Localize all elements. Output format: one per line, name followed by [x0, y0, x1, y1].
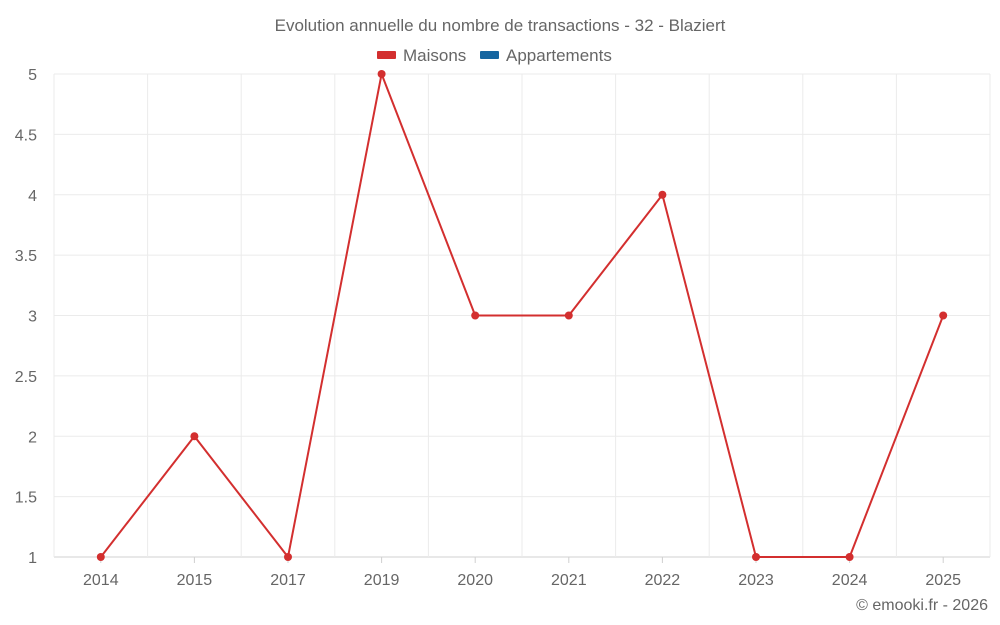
- y-tick-label: 5: [28, 67, 37, 84]
- legend-swatch-appartements[interactable]: [480, 51, 499, 59]
- data-point[interactable]: [471, 311, 480, 320]
- y-tick-label: 1.5: [15, 490, 37, 507]
- credit-text: © emooki.fr - 2026: [856, 597, 988, 614]
- y-tick-label: 2: [28, 429, 37, 446]
- data-point[interactable]: [752, 553, 760, 561]
- x-tick-label: 2015: [177, 572, 213, 589]
- legend: Maisons Appartements: [377, 46, 612, 65]
- data-point[interactable]: [939, 311, 948, 320]
- series-lines: [100, 73, 945, 558]
- data-point[interactable]: [845, 553, 854, 561]
- x-tick-label: 2025: [925, 572, 961, 589]
- x-tick-label: 2014: [83, 572, 119, 589]
- y-tick-label: 3.5: [15, 248, 37, 265]
- x-tick-label: 2023: [738, 572, 774, 589]
- data-point[interactable]: [284, 553, 292, 561]
- x-tick-label: 2024: [832, 572, 868, 589]
- data-point[interactable]: [96, 553, 105, 561]
- legend-label-maisons[interactable]: Maisons: [403, 46, 466, 65]
- legend-label-appartements[interactable]: Appartements: [506, 46, 612, 65]
- x-tick-label: 2019: [364, 572, 400, 589]
- series-line-maisons: [100, 73, 945, 558]
- y-tick-label: 3: [28, 309, 37, 326]
- y-tick-label: 2.5: [15, 369, 37, 386]
- data-point[interactable]: [564, 311, 573, 320]
- x-axis-labels: 2014 2015 2017 2019 2020 2021 2022 2023 2024 2025: [83, 557, 961, 589]
- y-tick-label: 1: [28, 550, 37, 567]
- x-tick-label: 2017: [270, 572, 306, 589]
- chart-title: Evolution annuelle du nombre de transact…: [275, 16, 726, 35]
- x-tick-label: 2020: [457, 572, 493, 589]
- x-tick-label: 2021: [551, 572, 587, 589]
- y-tick-label: 4: [28, 188, 37, 205]
- y-axis-labels: 1 1.5 2 2.5 3 3.5 4 4.5 5: [15, 67, 37, 567]
- data-point[interactable]: [377, 70, 386, 78]
- x-tick-label: 2022: [645, 572, 681, 589]
- legend-swatch-maisons[interactable]: [377, 51, 396, 59]
- data-point[interactable]: [190, 432, 199, 441]
- data-points: [96, 70, 948, 561]
- data-point[interactable]: [658, 190, 667, 199]
- y-tick-label: 4.5: [15, 127, 37, 144]
